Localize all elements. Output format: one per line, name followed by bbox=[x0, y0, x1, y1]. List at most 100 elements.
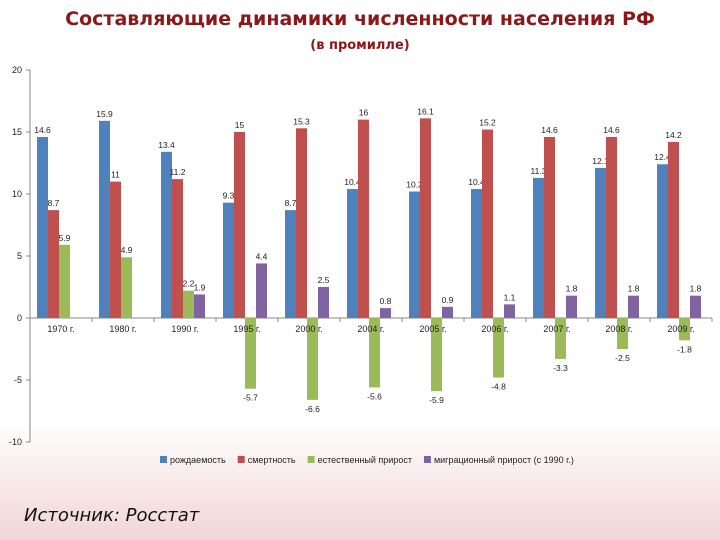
data-label: 11.3 bbox=[531, 166, 547, 176]
data-label: 0.9 bbox=[442, 295, 454, 305]
bar bbox=[121, 257, 132, 318]
data-label: 9.3 bbox=[223, 191, 235, 201]
bar bbox=[99, 120, 110, 318]
data-label: -3.3 bbox=[553, 363, 568, 373]
bar bbox=[380, 308, 391, 318]
bar bbox=[617, 318, 628, 349]
bar bbox=[37, 136, 48, 318]
bar bbox=[504, 304, 515, 318]
data-label: 1.8 bbox=[690, 284, 702, 294]
data-label: 1.1 bbox=[504, 292, 516, 302]
bar bbox=[668, 141, 679, 318]
data-label: 16 bbox=[359, 108, 369, 118]
data-label: -2.5 bbox=[615, 353, 630, 363]
data-label: 16.1 bbox=[417, 106, 434, 116]
legend-label: естественный прирост bbox=[318, 455, 412, 465]
bar bbox=[690, 295, 701, 318]
data-label: 15.9 bbox=[96, 109, 113, 119]
data-label: 14.2 bbox=[665, 130, 682, 140]
data-label: 15 bbox=[235, 120, 245, 130]
y-tick-label: 15 bbox=[12, 127, 22, 137]
bar bbox=[318, 287, 329, 318]
x-tick-label: 1990 г. bbox=[171, 324, 198, 334]
x-tick-label: 2008 г. bbox=[605, 324, 632, 334]
legend-label: смертность bbox=[248, 455, 296, 465]
data-label: 10.2 bbox=[406, 180, 423, 190]
data-label: -5.9 bbox=[429, 395, 444, 405]
data-label: 2.5 bbox=[318, 275, 330, 285]
bar bbox=[471, 189, 482, 318]
bar bbox=[482, 129, 493, 318]
data-label: 4.9 bbox=[121, 245, 133, 255]
bar bbox=[420, 118, 431, 318]
data-label: 4.4 bbox=[256, 251, 268, 261]
bar bbox=[566, 295, 577, 318]
bar bbox=[533, 177, 544, 318]
y-tick-label: 20 bbox=[12, 65, 22, 75]
data-label: 11.2 bbox=[170, 167, 186, 177]
bar bbox=[358, 119, 369, 318]
bar bbox=[48, 210, 59, 318]
data-label: -1.8 bbox=[677, 344, 692, 354]
y-tick-label: 0 bbox=[17, 313, 22, 323]
bar bbox=[657, 164, 668, 318]
y-tick-label: 10 bbox=[12, 189, 22, 199]
bar bbox=[256, 263, 267, 318]
x-tick-label: 2009 г. bbox=[667, 324, 694, 334]
bar bbox=[183, 290, 194, 318]
legend-swatch bbox=[237, 456, 245, 463]
data-label: -5.7 bbox=[243, 393, 258, 403]
bar bbox=[369, 318, 380, 388]
bar bbox=[409, 191, 420, 318]
x-tick-label: 2000 г. bbox=[295, 324, 322, 334]
x-tick-label: 1995 г. bbox=[233, 324, 260, 334]
bar bbox=[161, 151, 172, 318]
x-tick-label: 1970 г. bbox=[47, 324, 74, 334]
data-label: 15.3 bbox=[293, 116, 310, 126]
chart-title: Составляющие динамики численности населе… bbox=[65, 8, 655, 30]
source-note: Источник: Росстат bbox=[24, 505, 200, 526]
population-dynamics-chart: -10 -5 0 5 10 15 20 14.6 8.7 5.9 1970 г. 15.9 11 4.9 1… bbox=[9, 65, 713, 465]
x-tick-label: 2007 г. bbox=[543, 324, 570, 334]
data-label: 10.4 bbox=[468, 177, 485, 187]
data-label: -6.6 bbox=[305, 404, 320, 414]
bar bbox=[544, 136, 555, 318]
bar bbox=[606, 136, 617, 318]
bar bbox=[194, 294, 205, 318]
bar bbox=[234, 132, 245, 318]
y-tick-label: 5 bbox=[17, 251, 22, 261]
legend-label: рождаемость bbox=[170, 455, 226, 465]
y-tick-label: -10 bbox=[9, 437, 22, 447]
bar bbox=[223, 202, 234, 318]
chart-subtitle: (в промилле) bbox=[310, 38, 410, 53]
bar bbox=[285, 210, 296, 318]
x-tick-label: 2004 г. bbox=[357, 324, 384, 334]
data-label: 1.9 bbox=[194, 282, 206, 292]
data-label: 11 bbox=[111, 170, 120, 180]
data-label: 10.4 bbox=[344, 177, 361, 187]
bar bbox=[493, 318, 504, 378]
data-label: 13.4 bbox=[158, 140, 175, 150]
data-label: 0.8 bbox=[380, 296, 392, 306]
data-label: 8.7 bbox=[285, 198, 297, 208]
data-label: 14.6 bbox=[541, 125, 558, 135]
legend-swatch bbox=[160, 456, 167, 463]
bar bbox=[59, 244, 70, 318]
data-label: 1.8 bbox=[628, 284, 640, 294]
bar bbox=[442, 306, 453, 318]
y-tick-label: -5 bbox=[14, 375, 22, 385]
bar bbox=[296, 128, 307, 318]
data-label: 15.2 bbox=[479, 118, 496, 128]
data-label: -5.6 bbox=[367, 391, 382, 401]
x-tick-label: 2006 г. bbox=[481, 324, 508, 334]
data-label: 14.6 bbox=[603, 125, 620, 135]
x-tick-label: 1980 г. bbox=[109, 324, 136, 334]
data-label: 5.9 bbox=[59, 233, 71, 243]
x-tick-label: 2005 г. bbox=[419, 324, 446, 334]
bar bbox=[555, 318, 566, 359]
bar bbox=[172, 179, 183, 318]
data-label: 12.4 bbox=[654, 152, 671, 162]
data-label: 12.1 bbox=[592, 156, 609, 166]
data-label: 8.7 bbox=[48, 198, 60, 208]
bar bbox=[679, 318, 690, 341]
